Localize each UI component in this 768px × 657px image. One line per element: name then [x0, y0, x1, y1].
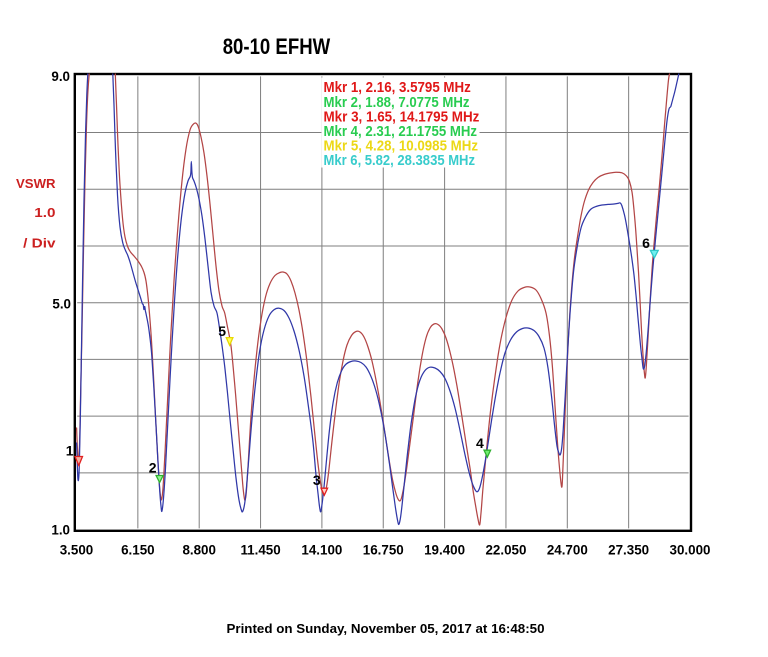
svg-text:VSWR: VSWR — [16, 177, 56, 191]
svg-text:6.150: 6.150 — [121, 543, 155, 558]
svg-text:3.500: 3.500 — [60, 543, 94, 558]
svg-text:6: 6 — [642, 235, 650, 251]
svg-text:9.0: 9.0 — [51, 69, 70, 84]
svg-text:2: 2 — [149, 460, 157, 476]
svg-text:27.350: 27.350 — [608, 543, 649, 558]
svg-text:5.0: 5.0 — [52, 297, 71, 312]
svg-text:Mkr 2, 1.88, 7.0775 MHz: Mkr 2, 1.88, 7.0775 MHz — [324, 95, 470, 111]
svg-text:Mkr 4, 2.31, 21.1755 MHz: Mkr 4, 2.31, 21.1755 MHz — [324, 124, 478, 140]
svg-text:Mkr 5, 4.28, 10.0985 MHz: Mkr 5, 4.28, 10.0985 MHz — [324, 138, 479, 154]
svg-text:16.750: 16.750 — [363, 543, 404, 558]
svg-text:1.0: 1.0 — [51, 523, 70, 538]
svg-text:30.000: 30.000 — [670, 543, 711, 558]
svg-text:5: 5 — [218, 323, 226, 339]
svg-text:Mkr 6, 5.82, 28.3835 MHz: Mkr 6, 5.82, 28.3835 MHz — [324, 153, 476, 169]
svg-text:Mkr 3, 1.65, 14.1795 MHz: Mkr 3, 1.65, 14.1795 MHz — [324, 109, 480, 125]
svg-text:22.050: 22.050 — [485, 543, 526, 558]
svg-text:14.100: 14.100 — [301, 543, 342, 558]
svg-text:24.700: 24.700 — [547, 543, 588, 558]
svg-text:Mkr 1, 2.16, 3.5795 MHz: Mkr 1, 2.16, 3.5795 MHz — [324, 80, 471, 96]
svg-text:8.800: 8.800 — [182, 543, 216, 558]
svg-text:Printed on Sunday, November 05: Printed on Sunday, November 05, 2017 at … — [227, 621, 545, 636]
svg-text:11.450: 11.450 — [240, 543, 280, 558]
svg-text:4: 4 — [476, 435, 484, 451]
svg-text:/ Div: / Div — [23, 237, 55, 251]
svg-text:19.400: 19.400 — [424, 543, 465, 558]
svg-text:1.0: 1.0 — [34, 206, 55, 220]
svg-text:1: 1 — [66, 443, 74, 459]
svg-text:80-10 EFHW: 80-10 EFHW — [223, 34, 331, 59]
svg-text:3: 3 — [313, 472, 321, 488]
